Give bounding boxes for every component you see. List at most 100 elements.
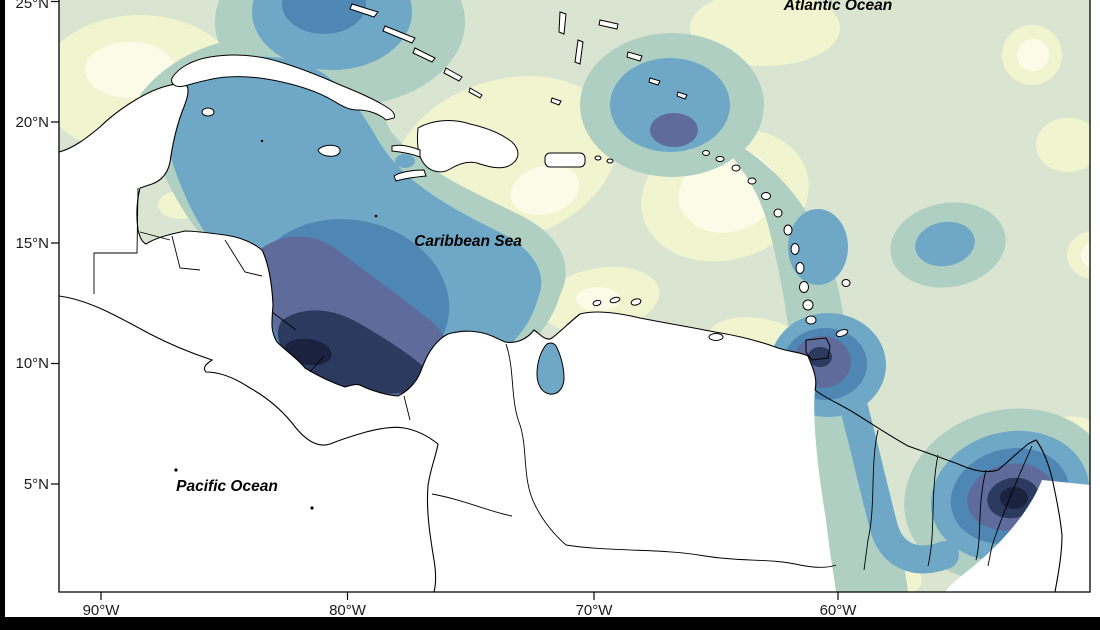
island-jamaica <box>317 144 341 157</box>
island-bahamas <box>382 25 416 44</box>
coastline-guianas-brazil <box>814 389 1063 592</box>
contour-field <box>59 0 1090 592</box>
island-tobago <box>835 329 849 337</box>
island-lesser-antilles <box>790 243 800 255</box>
latitude-ticks <box>51 0 59 485</box>
lat-tick-label: 5°N <box>24 476 49 493</box>
border-nicaragua-costa-rica <box>271 311 297 331</box>
island-virgin <box>594 155 602 161</box>
contour-blob <box>915 221 975 267</box>
island-bonaire <box>630 298 642 306</box>
border-french-guiana-brazil <box>987 445 1033 567</box>
border-venezuela-brazil <box>565 544 837 568</box>
island-lesser-antilles <box>795 262 805 274</box>
island-lesser-antilles <box>731 164 741 172</box>
peninsula-haiti-north <box>391 144 421 158</box>
point-markers <box>174 139 378 510</box>
island-puerto-rico <box>544 152 586 168</box>
border-mexico-belize-guatemala <box>93 187 139 294</box>
island-lesser-antilles <box>802 299 814 311</box>
island-barbados <box>841 279 851 287</box>
island-cayman-dot <box>260 139 264 143</box>
island-lesser-antilles <box>702 150 710 156</box>
contour-blob <box>808 347 832 367</box>
left-black-bar <box>0 0 5 630</box>
border-venezuela-guyana <box>863 429 879 571</box>
island-margarita <box>708 333 724 341</box>
island-bahamas <box>558 11 567 35</box>
island-hispaniola <box>417 120 519 173</box>
island-bahamas <box>626 51 643 62</box>
border-honduras-nicaragua <box>224 239 263 277</box>
contour-blob <box>510 165 580 215</box>
point-marker <box>374 214 378 218</box>
lon-tick-label: 90°W <box>83 602 121 619</box>
point-marker <box>310 506 314 510</box>
lat-tick-label: 20°N <box>15 114 49 131</box>
land-brazil-southeast <box>945 480 1090 592</box>
island-aruba <box>592 299 602 307</box>
island-bahamas <box>349 3 379 18</box>
island-bahamas <box>648 77 661 86</box>
contour-blob <box>277 310 429 394</box>
island-lesser-antilles <box>799 281 809 293</box>
coastlines <box>59 83 1063 592</box>
island-bahamas <box>412 47 436 63</box>
contour-blob <box>610 58 730 152</box>
country-borders <box>93 187 1033 571</box>
island-bahamas <box>443 67 463 82</box>
plot-frame <box>58 0 1091 593</box>
island-bahamas <box>676 91 688 100</box>
lat-tick-label: 10°N <box>15 355 49 372</box>
border-guyana-suriname <box>927 454 939 567</box>
contour-blob <box>1081 242 1090 268</box>
border-costa-rica-panama <box>309 355 325 373</box>
land-central-south-america <box>59 83 836 592</box>
ocean-label-pacific: Pacific Ocean <box>176 478 278 495</box>
contour-blob <box>650 113 698 147</box>
border-suriname-french-guiana <box>975 469 987 561</box>
longitude-axis: 90°W 80°W 70°W 60°W <box>83 602 858 619</box>
coastline-caribbean <box>59 83 817 397</box>
ocean-label-atlantic: Atlantic Ocean <box>783 0 893 14</box>
lat-tick-label: 25°N <box>15 0 49 12</box>
island-trinidad <box>805 337 831 361</box>
bottom-black-bar <box>0 617 1100 630</box>
lat-tick-label: 15°N <box>15 235 49 252</box>
longitude-ticks <box>100 592 839 600</box>
island-curacao <box>609 296 621 304</box>
island-cuba <box>171 54 395 121</box>
island-bahamas <box>598 19 619 30</box>
island-lesser-antilles <box>715 156 725 162</box>
island-bahamas <box>468 87 483 99</box>
island-lesser-antilles <box>747 177 757 185</box>
border-colombia-venezuela <box>505 343 567 546</box>
lake-maracaibo <box>536 342 565 395</box>
island-isla-juventud <box>201 107 215 117</box>
lon-tick-label: 70°W <box>576 602 614 619</box>
contour-stream <box>838 386 959 574</box>
lon-tick-label: 60°W <box>820 602 858 619</box>
ocean-label-caribbean: Caribbean Sea <box>414 233 522 250</box>
island-lesser-antilles <box>783 224 793 236</box>
contour-blob <box>1017 39 1049 71</box>
border-guatemala-honduras <box>139 231 201 271</box>
coastline-pacific <box>59 295 439 592</box>
contour-blob <box>1067 231 1090 279</box>
contour-blob <box>576 287 620 311</box>
island-lesser-antilles <box>761 192 771 200</box>
latitude-axis: 25°N 20°N 15°N 10°N 5°N <box>15 0 49 493</box>
island-lesser-antilles <box>805 315 817 325</box>
island-lesser-antilles <box>773 208 783 218</box>
lon-tick-label: 80°W <box>329 602 367 619</box>
island-bahamas <box>574 39 584 65</box>
contour-blob <box>1000 487 1028 509</box>
contour-blob <box>395 154 415 168</box>
border-panama-colombia <box>403 395 411 421</box>
border-colombia-ecuador <box>431 493 513 517</box>
contour-blob <box>1036 118 1090 172</box>
island-virgin <box>606 158 614 164</box>
contour-blob <box>282 0 366 34</box>
